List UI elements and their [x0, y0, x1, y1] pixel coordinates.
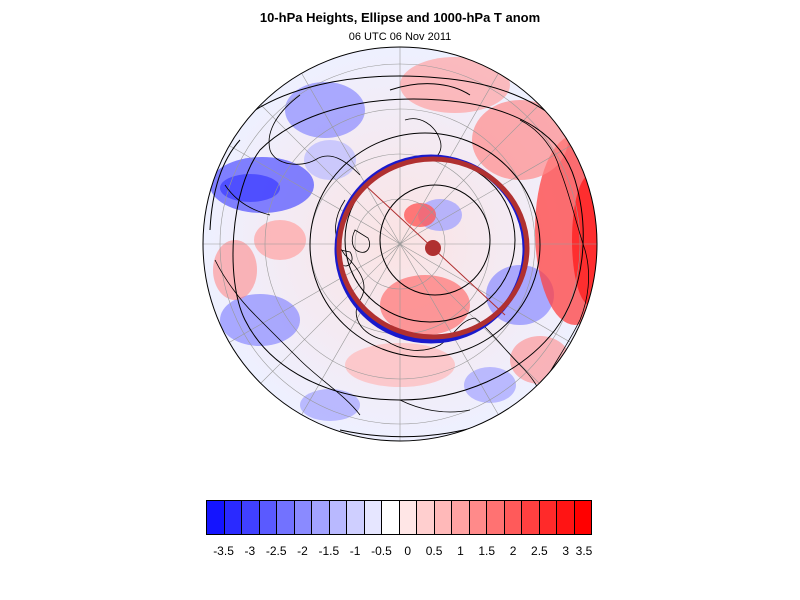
anomaly-field	[203, 47, 597, 441]
warm-anomaly-pole	[404, 203, 436, 227]
warm-anomaly-east-core	[572, 175, 597, 305]
colorbar-box	[242, 501, 260, 534]
colorbar-box	[434, 501, 452, 534]
colorbar-box	[382, 501, 400, 534]
colorbar-box	[277, 501, 295, 534]
warm-anomaly-center	[380, 275, 470, 335]
ellipse-inner-ring	[336, 156, 530, 340]
colorbar-box	[207, 501, 225, 534]
warm-anomaly-se	[510, 336, 570, 384]
colorbar-tick-label: 3.5	[575, 544, 593, 558]
colorbar-box	[522, 501, 540, 534]
warm-anomaly-northeast	[472, 100, 568, 180]
colorbar-box	[329, 501, 347, 534]
map-title: 10-hPa Heights, Ellipse and 1000-hPa T a…	[259, 10, 541, 25]
colorbar-tick-label: -3	[244, 544, 256, 558]
warm-anomaly-southwest	[213, 240, 257, 300]
colorbar-box	[399, 501, 417, 534]
colorbar-box	[417, 501, 435, 534]
colorbar-labels: -3.5 -3 -2.5 -2 -1.5 -1 -0.5 0 0.5 1 1.5 2 2.5 3 3.5	[0, 544, 800, 560]
cold-anomaly-se	[464, 367, 516, 403]
colorbar-box	[294, 501, 312, 534]
colorbar-box	[557, 501, 575, 534]
colorbar-box	[347, 501, 365, 534]
cold-anomaly-north	[285, 82, 365, 138]
cold-anomaly-west	[304, 140, 356, 180]
colorbar-box	[224, 501, 242, 534]
colorbar-box	[364, 501, 382, 534]
colorbar-tick-label: -1.5	[318, 544, 340, 558]
colorbar-box	[487, 501, 505, 534]
height-contours	[209, 75, 597, 438]
warm-anomaly-north	[400, 57, 510, 113]
colorbar-tick-label: -3.5	[213, 544, 234, 558]
colorbar-box	[539, 501, 557, 534]
vortex-ellipse	[334, 154, 530, 344]
colorbar-tick-label: 2.5	[531, 544, 548, 558]
colorbar-box	[504, 501, 522, 534]
colorbar-tick-label: 3	[562, 544, 570, 558]
coastlines	[214, 94, 589, 416]
warm-anomaly-west	[254, 220, 306, 260]
ellipse-center	[425, 240, 441, 256]
colorbar-tick-label: -1	[349, 544, 361, 558]
colorbar-tick-label: 0.5	[425, 544, 443, 558]
colorbar-box	[469, 501, 487, 534]
cold-anomaly-south	[300, 389, 360, 421]
map-subtitle: 06 UTC 06 Nov 2011	[348, 31, 452, 43]
colorbar-tick-label: 0	[404, 544, 412, 558]
colorbar-tick-label: 2	[509, 544, 517, 558]
cold-anomaly-pacific-core	[220, 174, 280, 202]
colorbar-box	[312, 501, 330, 534]
colorbar-tick-label: -2.5	[265, 544, 287, 558]
colorbar-tick-label: -0.5	[371, 544, 392, 558]
colorbar	[206, 500, 592, 535]
colorbar-box	[259, 501, 277, 534]
colorbar-box	[452, 501, 470, 534]
colorbar-tick-label: 1	[457, 544, 464, 558]
colorbar-tick-label: 1.5	[478, 544, 496, 558]
colorbar-tick-label: -2	[297, 544, 308, 558]
map-border	[202, 46, 598, 442]
colorbar-box	[574, 501, 591, 534]
